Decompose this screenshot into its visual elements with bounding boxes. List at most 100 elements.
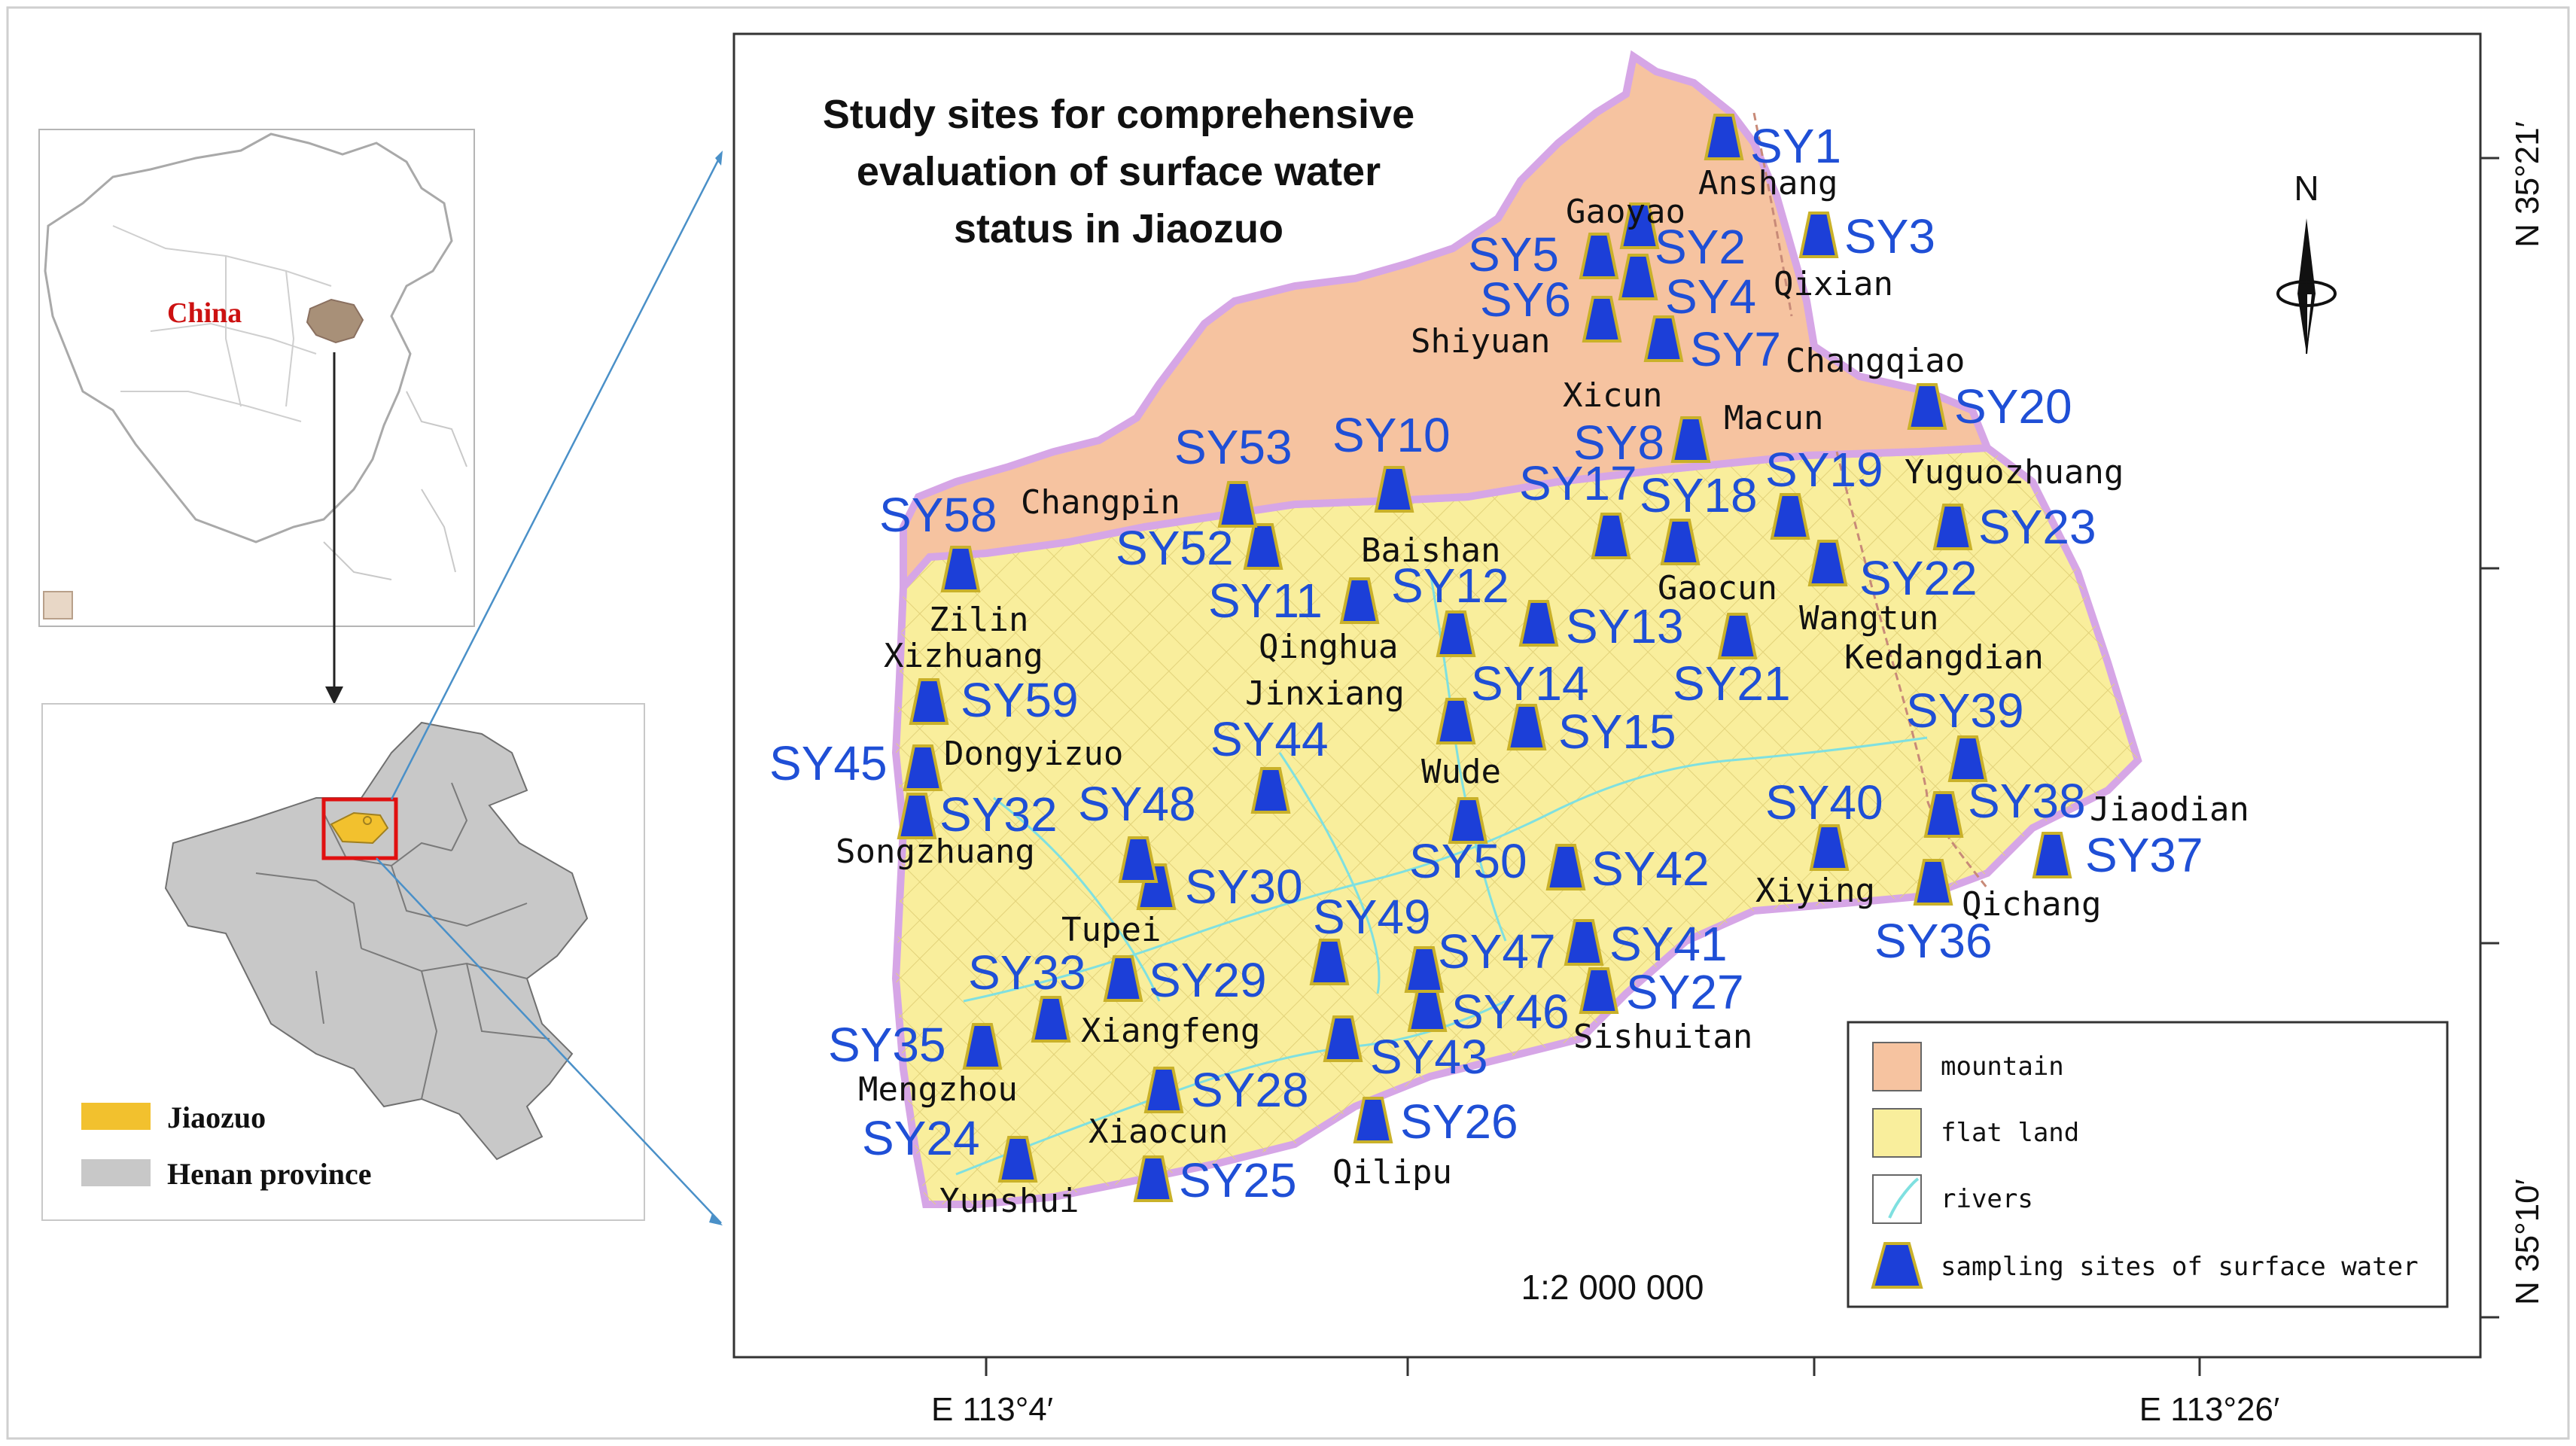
site-label: SY59 <box>961 673 1079 727</box>
site-label: SY15 <box>1558 705 1676 759</box>
site-label: SY45 <box>769 736 888 790</box>
river <box>993 796 1161 1002</box>
legend-flat-land: flat land <box>1941 1118 2079 1148</box>
site-marker-icon <box>1103 955 1143 1002</box>
site-label: SY50 <box>1409 834 1527 888</box>
sampling-site-marker: SY25 <box>1133 1153 1297 1207</box>
legend-river-line <box>1888 1177 1920 1219</box>
site-marker-icon <box>962 1023 1003 1070</box>
site-marker-icon <box>1436 610 1476 657</box>
place-name-label: Jiaodian <box>2090 790 2249 829</box>
legend-swatch-henan <box>81 1159 151 1186</box>
river <box>955 1000 1506 1176</box>
place-name-label: Yuguozhuang <box>1905 453 2124 492</box>
site-marker-icon <box>1564 919 1604 966</box>
sampling-site-marker: SY12 <box>1391 559 1509 657</box>
site-label: SY12 <box>1391 559 1509 613</box>
sampling-site-marker: SY18 <box>1640 468 1758 565</box>
place-name-label: Qichang <box>1962 885 2101 924</box>
map-title-line-3: status in Jiaozuo <box>954 206 1283 251</box>
place-name-label: Gaoyao <box>1566 193 1685 231</box>
road <box>1752 112 1793 317</box>
sampling-site-marker: SY2 <box>1619 202 1746 274</box>
figure-border <box>6 6 2570 1440</box>
site-label: SY46 <box>1451 985 1570 1039</box>
legend-swatch-flat-land <box>1872 1108 1922 1158</box>
site-marker-icon <box>997 1136 1038 1183</box>
china-outline <box>44 132 453 543</box>
china-label: China <box>167 297 242 329</box>
sampling-site-marker: SY35 <box>828 1018 1003 1072</box>
legend-swatch-mountain <box>1872 1042 1922 1091</box>
lon-label-left: E 113°4′ <box>931 1391 1053 1428</box>
site-marker-icon <box>1947 735 1988 782</box>
place-name-label: Changqiao <box>1786 342 1965 380</box>
legend-mountain: mountain <box>1941 1052 2064 1082</box>
sampling-site-marker: SY33 <box>968 945 1086 1043</box>
site-marker-icon <box>1323 1015 1363 1062</box>
sampling-site-marker: SY59 <box>909 673 1079 727</box>
site-marker-icon <box>1809 824 1850 871</box>
site-label: SY25 <box>1179 1153 1297 1207</box>
site-marker-icon <box>1591 513 1631 559</box>
site-label: SY36 <box>1874 914 1993 968</box>
legend-jiaozuo: Jiaozuo <box>167 1100 266 1134</box>
legend-rivers: rivers <box>1941 1184 2033 1214</box>
place-name-label: Sishuitan <box>1573 1018 1752 1056</box>
site-marker-icon <box>1448 797 1488 844</box>
sampling-site-marker: SY23 <box>1932 500 2096 554</box>
place-name-label: Mengzhou <box>858 1070 1018 1109</box>
sampling-site-marker: SY15 <box>1506 704 1676 759</box>
sampling-site-marker: SY49 <box>1309 890 1431 985</box>
site-label: SY1 <box>1750 119 1841 173</box>
locator-arrow-head <box>325 686 343 705</box>
site-marker-icon <box>2032 832 2072 878</box>
site-marker-icon <box>1618 254 1658 300</box>
site-label: SY17 <box>1519 456 1637 510</box>
site-marker-icon <box>897 793 937 839</box>
legend-henan: Henan province <box>167 1157 372 1191</box>
sampling-site-marker: SY7 <box>1643 315 1781 376</box>
henan-province-shape <box>164 721 589 1161</box>
locator-box <box>321 797 398 860</box>
scale-text: 1:2 000 000 <box>1521 1268 1704 1307</box>
sampling-site-marker: SY17 <box>1519 456 1637 559</box>
site-marker-icon <box>1579 233 1619 279</box>
sampling-site-marker: SY47 <box>1404 924 1556 993</box>
callout-line-bottom <box>376 857 722 1224</box>
sampling-site-marker: SY20 <box>1907 379 2072 434</box>
site-label: SY58 <box>879 488 997 542</box>
sampling-site-marker: SY50 <box>1409 797 1527 888</box>
flat-land-hatch <box>896 448 2138 1204</box>
lon-label-right: E 113°26′ <box>2139 1391 2280 1428</box>
site-marker-icon <box>1374 466 1414 513</box>
place-name-label: Qixian <box>1774 265 1893 303</box>
site-marker-icon <box>1619 202 1660 249</box>
sampling-site-marker: SY38 <box>1923 774 2086 838</box>
site-label: SY23 <box>1978 500 2096 554</box>
legend-sampling-sites: sampling sites of surface water <box>1941 1252 2419 1282</box>
sampling-site-marker: SY48 <box>1078 777 1196 883</box>
site-marker-icon <box>1913 859 1953 906</box>
map-title-line-1: Study sites for comprehensive <box>823 92 1414 137</box>
site-label: SY26 <box>1400 1094 1518 1149</box>
river <box>1278 752 1381 994</box>
site-marker-icon <box>1582 296 1622 342</box>
site-marker-icon <box>1923 791 1964 838</box>
site-label: SY3 <box>1844 209 1935 263</box>
site-label: SY20 <box>1954 379 2072 434</box>
henan-highlight <box>306 298 364 344</box>
site-label: SY29 <box>1149 953 1267 1007</box>
north-arrow-icon: N <box>2276 169 2337 355</box>
map-legend: mountain flat land rivers sampling sites… <box>1847 1021 2449 1308</box>
site-marker-icon <box>1660 519 1701 565</box>
lat-label-bottom: N 35°10′ <box>2509 1179 2546 1305</box>
place-name-label: Zilin <box>929 601 1028 639</box>
north-arrow-label: N <box>2294 169 2319 208</box>
sampling-site-marker: SY29 <box>1103 953 1267 1007</box>
site-label: SY33 <box>968 945 1086 1000</box>
lat-label-top: N 35°21′ <box>2509 121 2546 248</box>
site-marker-icon <box>1031 996 1071 1043</box>
sampling-site-marker: SY11 <box>1208 574 1380 628</box>
